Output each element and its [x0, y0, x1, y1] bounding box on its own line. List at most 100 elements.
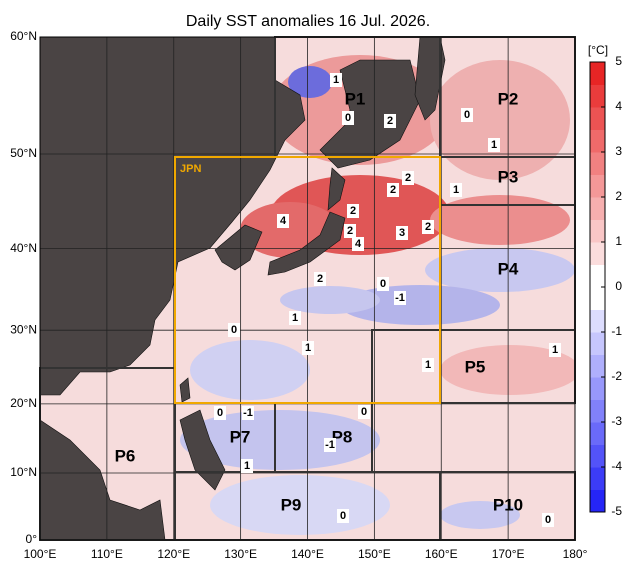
land: [40, 419, 166, 540]
frame: [39, 36, 576, 541]
contour-label-bg: [352, 237, 364, 251]
contour-label-bg: [289, 311, 301, 325]
contour-label-bg: [347, 204, 359, 218]
contour-label-bg: [241, 459, 253, 473]
contour-label: 2: [390, 184, 396, 196]
land: [267, 211, 346, 276]
region-label: P3: [498, 167, 519, 186]
colorbar-swatch: [590, 377, 605, 400]
colorbar-swatch: [590, 219, 605, 243]
contour-label: 0: [217, 407, 223, 419]
lon-tick-label: 120°E: [157, 547, 190, 561]
contour-label: 1: [425, 359, 431, 371]
colorbar-swatch: [590, 174, 605, 198]
contour-label: 4: [355, 238, 362, 250]
lat-tick-label: 50°N: [10, 146, 37, 160]
jpn-box: [174, 156, 441, 404]
colorbar-swatch: [590, 354, 605, 378]
anomaly-warm: [430, 195, 570, 245]
contour-label: 3: [399, 227, 405, 239]
contour-label: 1: [552, 344, 558, 356]
contour-label-bg: [277, 214, 289, 228]
colorbar-swatch: [590, 422, 605, 445]
contour-label: 0: [380, 278, 386, 290]
contour-label: 4: [280, 215, 287, 227]
contour-label-bg: [402, 171, 414, 185]
colorbar-swatch: [590, 467, 605, 490]
contour-label: 0: [545, 514, 551, 526]
contour-label: 0: [361, 406, 367, 418]
anomaly-cool: [440, 501, 520, 529]
colorbar-tick-label: -4: [611, 459, 622, 473]
contour-label-bg: [542, 513, 554, 527]
contour-label-bg: [488, 138, 500, 152]
colorbar-swatch: [590, 197, 605, 220]
colorbar-tick-label: 5: [615, 54, 622, 68]
lat-tick-label: 30°N: [10, 322, 37, 336]
contour-label-bg: [384, 114, 396, 128]
land: [327, 167, 346, 211]
contour-label-bg: [387, 183, 399, 197]
colorbar-tick-label: 1: [615, 234, 622, 248]
region-label: P9: [281, 495, 302, 514]
anomaly-cool: [288, 66, 332, 98]
colorbar-tick-label: 3: [615, 144, 622, 158]
colorbar-tick-label: -3: [611, 414, 622, 428]
colorbar-tick-label: -5: [611, 504, 622, 518]
colorbar-swatch: [590, 489, 605, 513]
contour-label: 1: [292, 312, 298, 324]
colorbar-swatch: [590, 62, 605, 85]
colorbar-tick-label: -1: [611, 324, 622, 338]
map-title: Daily SST anomalies 16 Jul. 2026.: [186, 13, 430, 30]
colorbar-swatch: [590, 129, 605, 153]
land: [40, 37, 306, 396]
contour-label: -1: [395, 292, 405, 304]
contour-label: 0: [231, 324, 237, 336]
region-label: P7: [230, 427, 251, 446]
region-label: P5: [465, 357, 486, 376]
colorbar-swatch: [590, 309, 605, 333]
colorbar-unit: [°C]: [588, 43, 608, 57]
contour-label-bg: [324, 438, 336, 452]
colorbar-tick-label: 4: [615, 99, 622, 113]
area-label: JPN: [180, 163, 201, 175]
colorbar-swatch: [590, 399, 605, 423]
colorbar-tick-label: -2: [611, 369, 622, 383]
anomaly-cool: [340, 285, 500, 325]
lon-tick-label: 100°E: [24, 547, 57, 561]
contour-label-bg: [302, 341, 314, 355]
contour-label-bg: [330, 73, 342, 87]
colorbar-tick-label: 0: [615, 279, 622, 293]
contour-label-bg: [228, 323, 240, 337]
lon-tick-label: 180°: [563, 547, 588, 561]
anomaly-warm: [430, 60, 570, 180]
colorbar-swatch: [590, 332, 605, 355]
anomaly-cool: [190, 340, 310, 400]
anomaly-cool: [425, 248, 575, 292]
contour-label: 2: [350, 205, 356, 217]
contour-label: 2: [425, 221, 431, 233]
contour-label-bg: [337, 509, 349, 523]
contour-label-bg: [422, 220, 434, 234]
contour-label-bg: [422, 358, 434, 372]
contour-label: 0: [345, 112, 351, 124]
lon-tick-label: 110°E: [91, 547, 123, 561]
contour-label: 1: [244, 460, 250, 472]
land: [414, 37, 446, 121]
contour-label: 2: [405, 172, 411, 184]
contour-label-bg: [242, 406, 254, 420]
contour-label-bg: [214, 406, 226, 420]
contour-label-bg: [358, 405, 370, 419]
contour-label-bg: [450, 183, 462, 197]
region-label: P10: [493, 495, 523, 514]
contour-label: 1: [305, 342, 311, 354]
anomaly-cool: [180, 410, 380, 470]
land: [214, 224, 263, 271]
contour-label-bg: [549, 343, 561, 357]
contour-label: 1: [333, 74, 339, 86]
land: [179, 409, 226, 491]
lon-tick-label: 160°E: [425, 547, 458, 561]
contour-label-bg: [396, 226, 408, 240]
region-label: P8: [332, 427, 353, 446]
